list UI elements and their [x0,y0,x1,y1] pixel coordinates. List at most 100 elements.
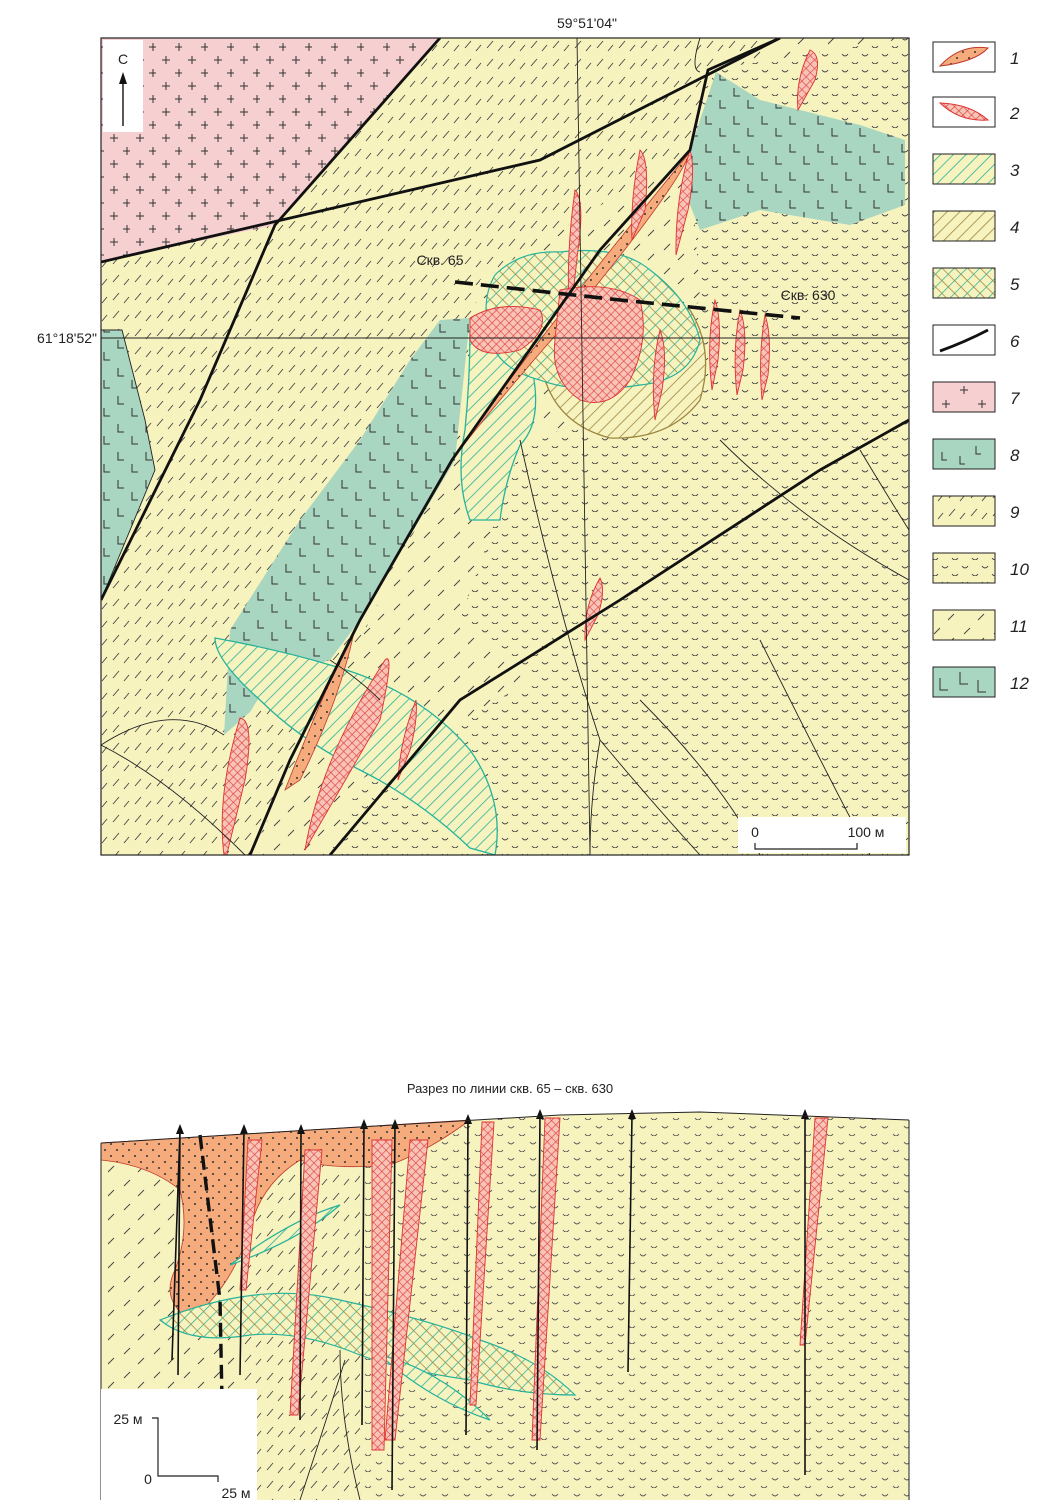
map-scale-panel [738,817,906,853]
vein [442,925,460,990]
legend-item-9: 9 [932,495,1020,527]
legend-item-1: 1 [932,41,1019,73]
vein [397,699,417,781]
legend-number: 11 [1010,617,1028,636]
borehole [171,1129,181,1376]
unit-8-central-belt [224,318,470,735]
vein [469,305,543,354]
section-scale-panel [101,1389,257,1500]
legend-number: 10 [1010,560,1029,579]
section-title: Разрез по линии скв. 65 – скв. 630 [407,1081,613,1096]
contact [599,739,701,855]
legend-number: 4 [1010,218,1019,237]
legend: 1 2 3 4 5 6 7 [932,41,1029,698]
vein [531,1117,561,1441]
legend-number: 12 [1010,674,1029,693]
legend-number: 8 [1010,446,1020,465]
legend-item-5: 5 [932,267,1020,299]
longitude-label: 59°51'04" [557,15,617,31]
contact [101,329,156,601]
unit-12-upper-right [688,72,905,230]
contact [339,1349,361,1500]
legend-number: 7 [1010,389,1020,408]
vein [734,308,746,396]
longitude-gridline [576,38,591,855]
fault [328,418,909,855]
borehole [465,1119,469,1436]
contact [101,719,225,746]
legend-number: 6 [1010,332,1020,351]
vein [553,286,644,403]
ground-surface [100,1111,910,1144]
legend-item-7: 7 [932,381,1020,413]
fault [101,38,781,264]
map-border [100,37,910,856]
section-fault [198,1134,224,1401]
legend-item-12: 12 [932,666,1029,698]
unit-3-section-lens [379,1354,491,1421]
legend-number: 1 [1010,49,1019,68]
contact [719,439,909,581]
fault [248,38,781,855]
vein [469,1121,495,1406]
borehole [299,1129,302,1421]
latitude-label: 61°18'52" [37,330,97,346]
contact [299,1359,346,1500]
map-scale-value: 100 м [848,824,885,840]
north-label: С [118,51,128,67]
legend-item-11: 11 [932,609,1028,641]
borehole [536,1114,541,1451]
legend-number: 9 [1010,503,1020,522]
unit-8-left-strip [101,330,155,600]
legend-item-8: 8 [932,438,1020,470]
borehole [239,1129,245,1376]
vein [371,1139,393,1451]
legend-item-2: 2 [932,96,1020,128]
contact [519,439,601,855]
vein [652,328,665,421]
map-scale-bar [754,843,858,850]
section-scale-bar [152,1417,219,1482]
map-scale-zero: 0 [751,824,759,840]
north-arrow-icon [119,72,127,126]
section-scale-zero: 0 [144,1471,152,1487]
legend-number: 5 [1010,275,1020,294]
contact [101,744,246,855]
borehole [361,1124,365,1426]
contact-lines [101,38,909,855]
legend-number: 3 [1010,161,1020,180]
unit-10-area-lower [330,440,909,855]
contact [329,659,381,701]
well-630-label: Скв. 630 [781,287,836,303]
unit-2-section-veins [239,1117,829,1451]
contact [694,38,701,73]
vein [221,717,250,855]
vein [360,925,381,985]
map-frame [101,38,909,990]
vein [709,298,720,391]
vein [797,49,819,112]
section-line [454,280,801,320]
borehole [627,1114,633,1373]
vein [304,658,390,851]
legend-item-3: 3 [932,153,1020,185]
vein [584,577,603,642]
borehole [391,1124,396,1491]
legend-item-4: 4 [932,210,1019,242]
legend-number: 2 [1009,104,1020,123]
legend-item-6: 6 [932,324,1020,356]
vein [675,148,693,256]
unit-2-veins [221,49,819,990]
boreholes [171,1114,806,1491]
vein [289,1149,323,1416]
fault-lines [101,38,909,855]
fault [101,38,442,601]
well-65-label: Скв. 65 [416,252,463,268]
section-frame [101,1109,909,1500]
legend-item-10: 10 [932,552,1029,584]
vein [631,149,648,241]
contact [859,449,909,531]
unit-7-granite [101,38,440,262]
section-scale-horizontal: 25 м [221,1485,250,1501]
